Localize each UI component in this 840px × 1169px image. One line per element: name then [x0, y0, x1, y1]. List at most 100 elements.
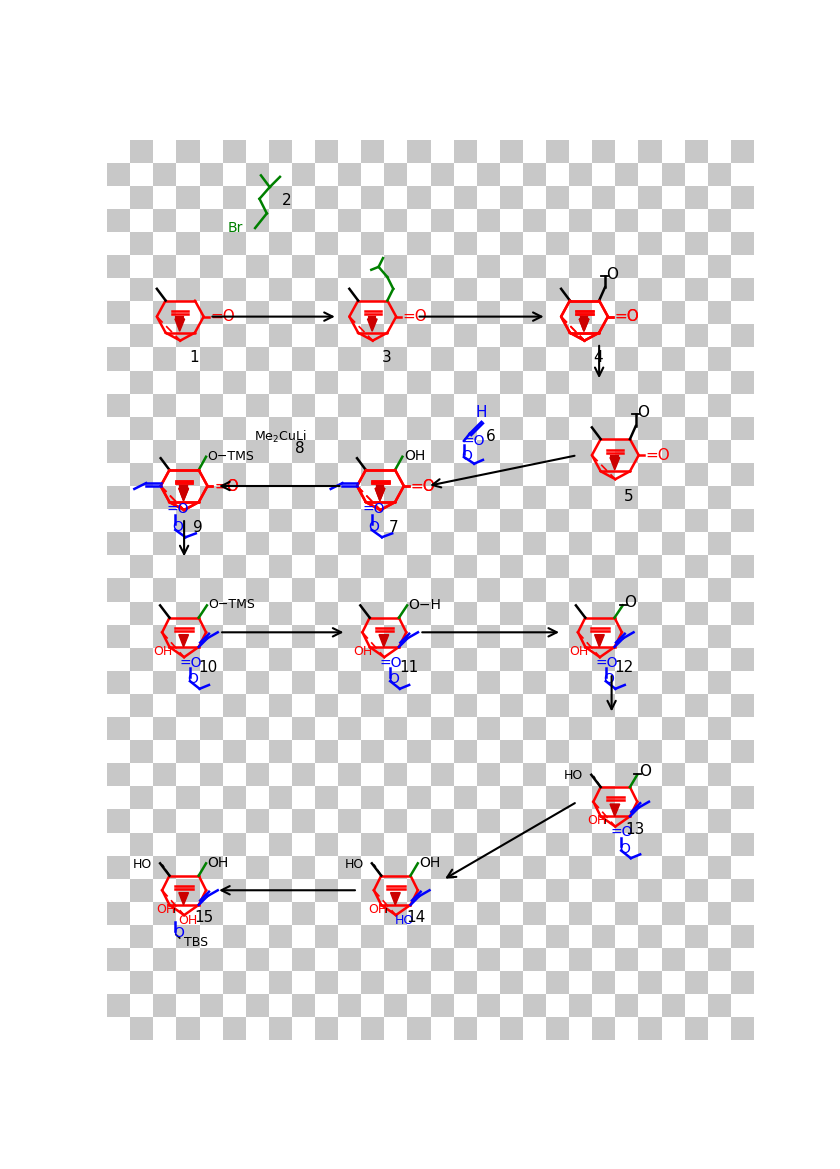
Bar [385, 948, 407, 971]
Bar [592, 510, 616, 532]
Bar [638, 763, 662, 787]
Bar [546, 579, 570, 602]
Bar [546, 717, 570, 740]
Bar [477, 139, 500, 162]
Bar [662, 602, 685, 624]
Bar [200, 648, 223, 671]
Bar [223, 440, 246, 463]
Bar [292, 694, 315, 717]
Bar [292, 231, 315, 255]
Bar [154, 486, 176, 510]
Bar [731, 579, 754, 602]
Bar [407, 948, 431, 971]
Bar [454, 532, 477, 555]
Bar [339, 671, 361, 694]
Bar [431, 302, 454, 324]
Bar [615, 186, 638, 209]
Bar [570, 371, 592, 394]
Bar [108, 486, 130, 510]
Bar [223, 671, 246, 694]
Bar [385, 856, 407, 879]
Bar [407, 302, 431, 324]
Bar [385, 347, 407, 371]
Bar [154, 1017, 176, 1040]
Polygon shape [595, 635, 604, 646]
Bar [477, 717, 500, 740]
Bar [339, 186, 361, 209]
Bar [246, 394, 269, 416]
Bar [385, 255, 407, 278]
Bar [315, 510, 339, 532]
Bar [592, 925, 616, 948]
Bar [708, 278, 731, 302]
Bar [223, 602, 246, 624]
Bar [522, 648, 546, 671]
Bar [130, 209, 154, 231]
Bar [777, 162, 801, 186]
Bar [130, 717, 154, 740]
Bar [431, 117, 454, 139]
Bar [269, 416, 292, 440]
Bar [339, 394, 361, 416]
Bar [615, 209, 638, 231]
Bar [269, 740, 292, 763]
Bar [385, 231, 407, 255]
Bar [269, 555, 292, 579]
Bar [570, 1017, 592, 1040]
Bar [292, 1017, 315, 1040]
Bar [662, 717, 685, 740]
Bar [638, 532, 662, 555]
Bar [154, 994, 176, 1017]
Bar [108, 809, 130, 832]
Bar [246, 994, 269, 1017]
Bar [662, 231, 685, 255]
Bar [407, 624, 431, 648]
Text: 14: 14 [406, 911, 425, 926]
Bar [200, 671, 223, 694]
Bar [592, 416, 616, 440]
Bar [154, 856, 176, 879]
Bar [731, 117, 754, 139]
Bar [685, 879, 708, 901]
Bar [246, 510, 269, 532]
Bar [615, 510, 638, 532]
Bar [292, 371, 315, 394]
Bar [200, 971, 223, 994]
Bar [154, 394, 176, 416]
Bar [570, 209, 592, 231]
Bar [615, 1017, 638, 1040]
Bar [269, 324, 292, 347]
Bar [777, 648, 801, 671]
Bar [708, 948, 731, 971]
Bar [685, 416, 708, 440]
Bar [454, 255, 477, 278]
Bar [361, 416, 385, 440]
Bar [570, 809, 592, 832]
Bar [339, 579, 361, 602]
Bar [315, 139, 339, 162]
Bar [592, 717, 616, 740]
Bar [708, 832, 731, 856]
Bar [339, 648, 361, 671]
Bar [615, 231, 638, 255]
Bar [662, 440, 685, 463]
Bar [708, 162, 731, 186]
Bar [731, 139, 754, 162]
Bar [292, 856, 315, 879]
Bar [638, 740, 662, 763]
Bar [592, 879, 616, 901]
Bar [777, 602, 801, 624]
Bar [361, 948, 385, 971]
Bar [522, 186, 546, 209]
Bar [685, 787, 708, 809]
Bar [777, 555, 801, 579]
Bar [777, 416, 801, 440]
Bar [731, 856, 754, 879]
Bar [339, 994, 361, 1017]
Bar [638, 809, 662, 832]
Bar [385, 440, 407, 463]
Bar [777, 324, 801, 347]
Bar [592, 347, 616, 371]
Bar [176, 1017, 200, 1040]
Bar [522, 463, 546, 486]
